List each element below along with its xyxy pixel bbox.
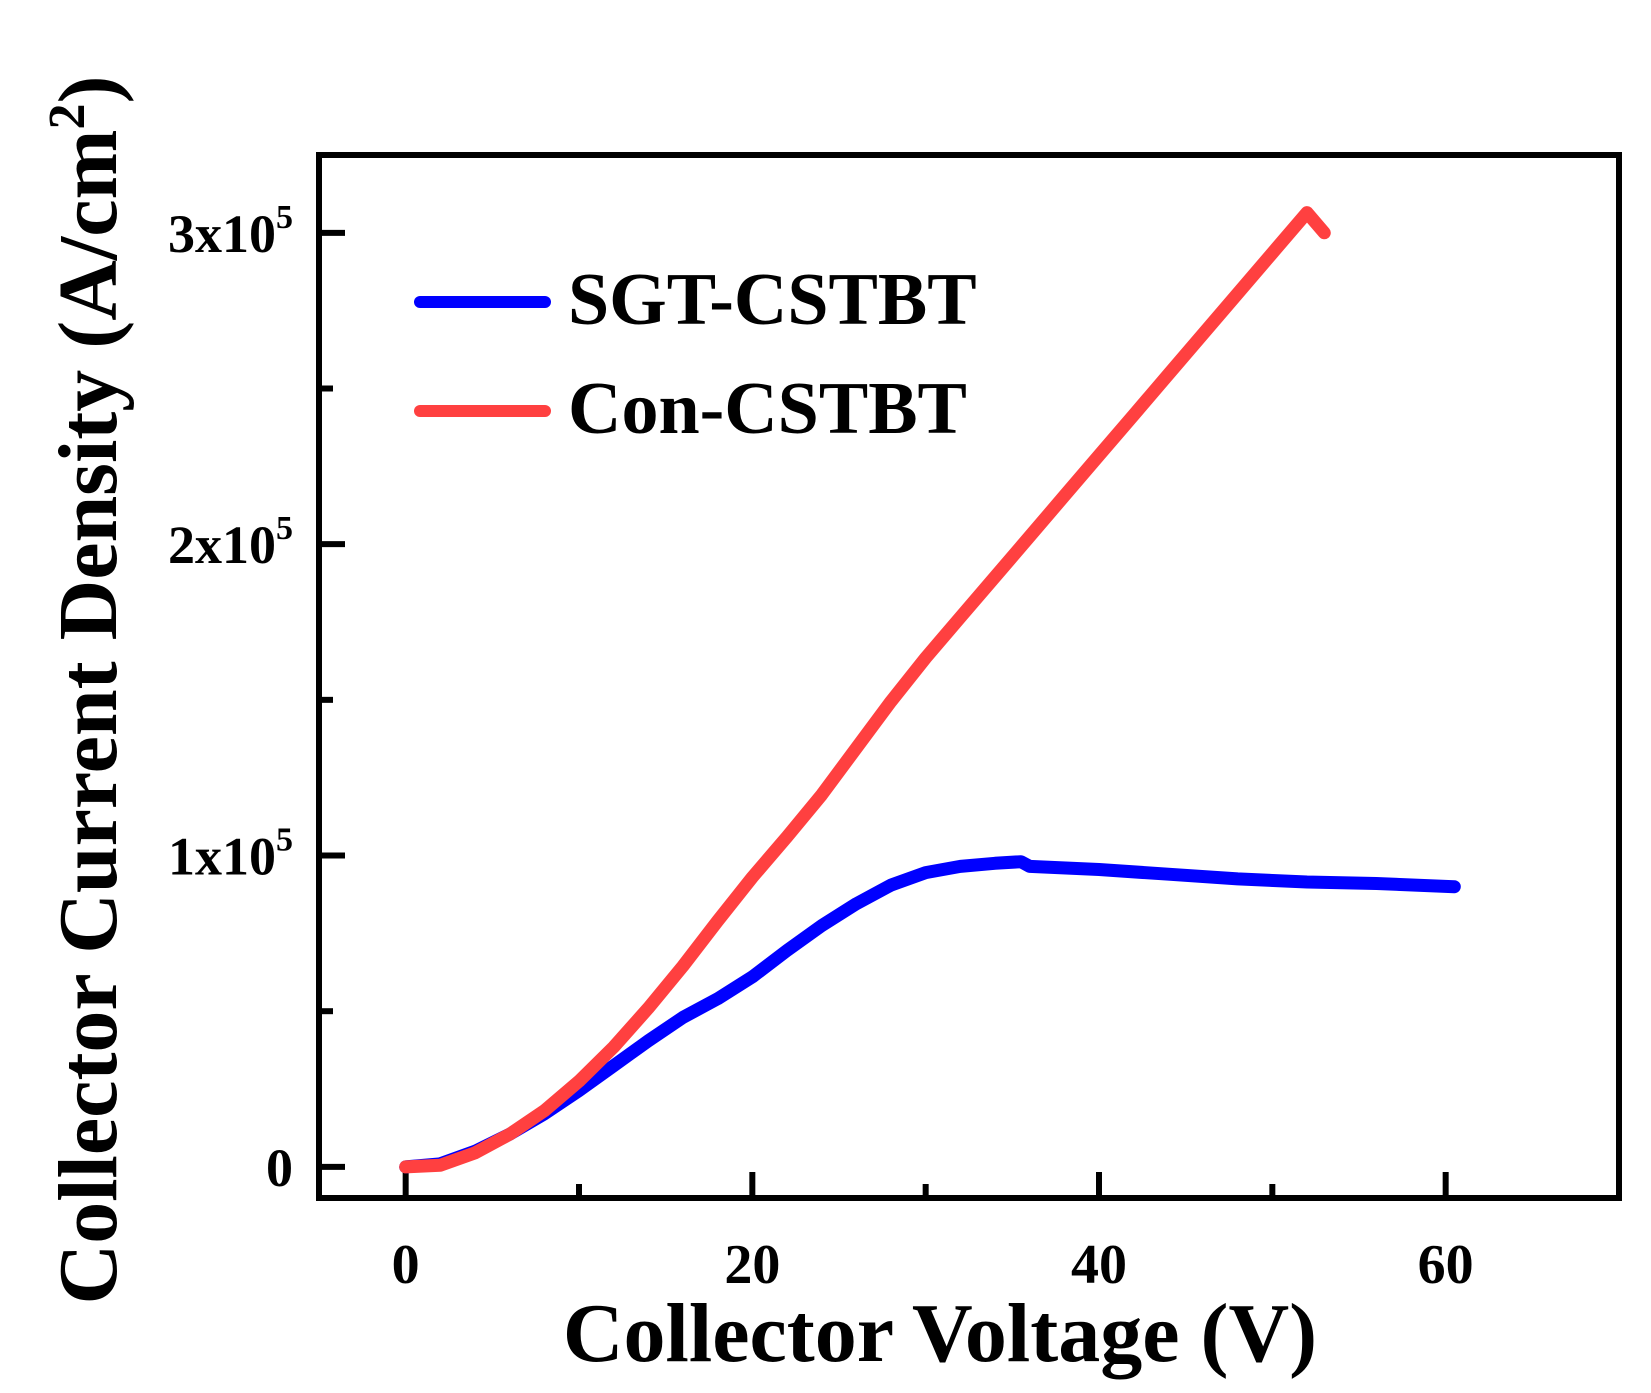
y-tick-base: 2x10 <box>168 515 276 575</box>
y-axis-label-sup: 2 <box>39 104 96 130</box>
y-axis-label-end: ) <box>42 76 135 104</box>
y-axis-label-main: Collector Current Density (A/cm <box>42 130 135 1305</box>
y-tick-label: 2x105 <box>168 510 293 575</box>
series-line-sgt-cstbt <box>399 855 1461 1174</box>
legend-label-sgt: SGT-CSTBT <box>568 259 977 341</box>
y-axis-label: Collector Current Density (A/cm2) <box>39 76 135 1305</box>
x-axis-label: Collector Voltage (V) <box>563 1287 1317 1380</box>
x-tick-label: 0 <box>392 1234 420 1296</box>
y-tick-base: 3x10 <box>168 204 276 264</box>
series-line-con-cstbt <box>399 206 1331 1174</box>
y-tick-exponent: 5 <box>276 510 293 547</box>
x-tick-label: 40 <box>1071 1234 1127 1296</box>
plot-frame <box>316 152 1622 1201</box>
plot-series <box>399 206 1461 1174</box>
y-tick-base: 1x10 <box>168 827 276 887</box>
x-tick-label: 20 <box>724 1234 780 1296</box>
y-tick-exponent: 5 <box>276 199 293 236</box>
y-tick-label: 1x105 <box>168 822 293 887</box>
y-tick-label: 0 <box>266 1138 293 1198</box>
y-tick-label: 3x105 <box>168 199 293 264</box>
y-tick-exponent: 5 <box>276 822 293 859</box>
y-tick-base: 0 <box>266 1138 293 1198</box>
x-tick-label: 60 <box>1418 1234 1474 1296</box>
legend: SGT-CSTBT Con-CSTBT <box>414 259 977 450</box>
legend-label-con: Con-CSTBT <box>568 368 967 450</box>
